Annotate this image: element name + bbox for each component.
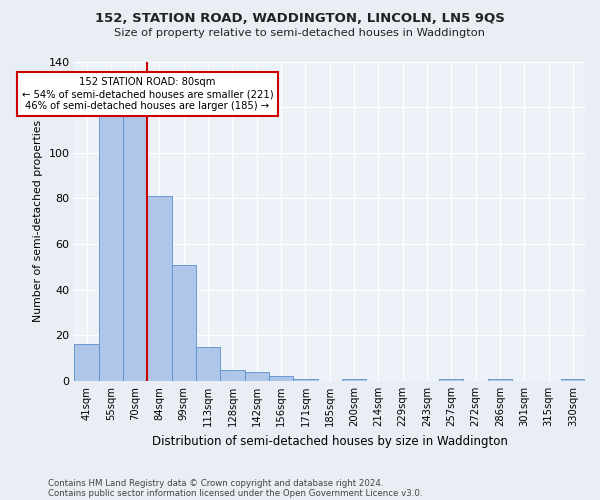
Y-axis label: Number of semi-detached properties: Number of semi-detached properties bbox=[33, 120, 43, 322]
Bar bbox=[98, 116, 123, 381]
X-axis label: Distribution of semi-detached houses by size in Waddington: Distribution of semi-detached houses by … bbox=[152, 434, 508, 448]
Bar bbox=[196, 346, 220, 381]
Bar bbox=[439, 378, 463, 381]
Bar bbox=[293, 378, 317, 381]
Text: Contains public sector information licensed under the Open Government Licence v3: Contains public sector information licen… bbox=[48, 488, 422, 498]
Bar bbox=[220, 370, 245, 381]
Bar bbox=[74, 344, 98, 381]
Bar bbox=[560, 378, 585, 381]
Bar bbox=[245, 372, 269, 381]
Bar bbox=[148, 196, 172, 381]
Text: Contains HM Land Registry data © Crown copyright and database right 2024.: Contains HM Land Registry data © Crown c… bbox=[48, 478, 383, 488]
Bar bbox=[269, 376, 293, 381]
Bar bbox=[342, 378, 366, 381]
Text: 152 STATION ROAD: 80sqm
← 54% of semi-detached houses are smaller (221)
46% of s: 152 STATION ROAD: 80sqm ← 54% of semi-de… bbox=[22, 78, 273, 110]
Text: 152, STATION ROAD, WADDINGTON, LINCOLN, LN5 9QS: 152, STATION ROAD, WADDINGTON, LINCOLN, … bbox=[95, 12, 505, 26]
Bar bbox=[488, 378, 512, 381]
Bar bbox=[172, 264, 196, 381]
Text: Size of property relative to semi-detached houses in Waddington: Size of property relative to semi-detach… bbox=[115, 28, 485, 38]
Bar bbox=[123, 116, 148, 381]
